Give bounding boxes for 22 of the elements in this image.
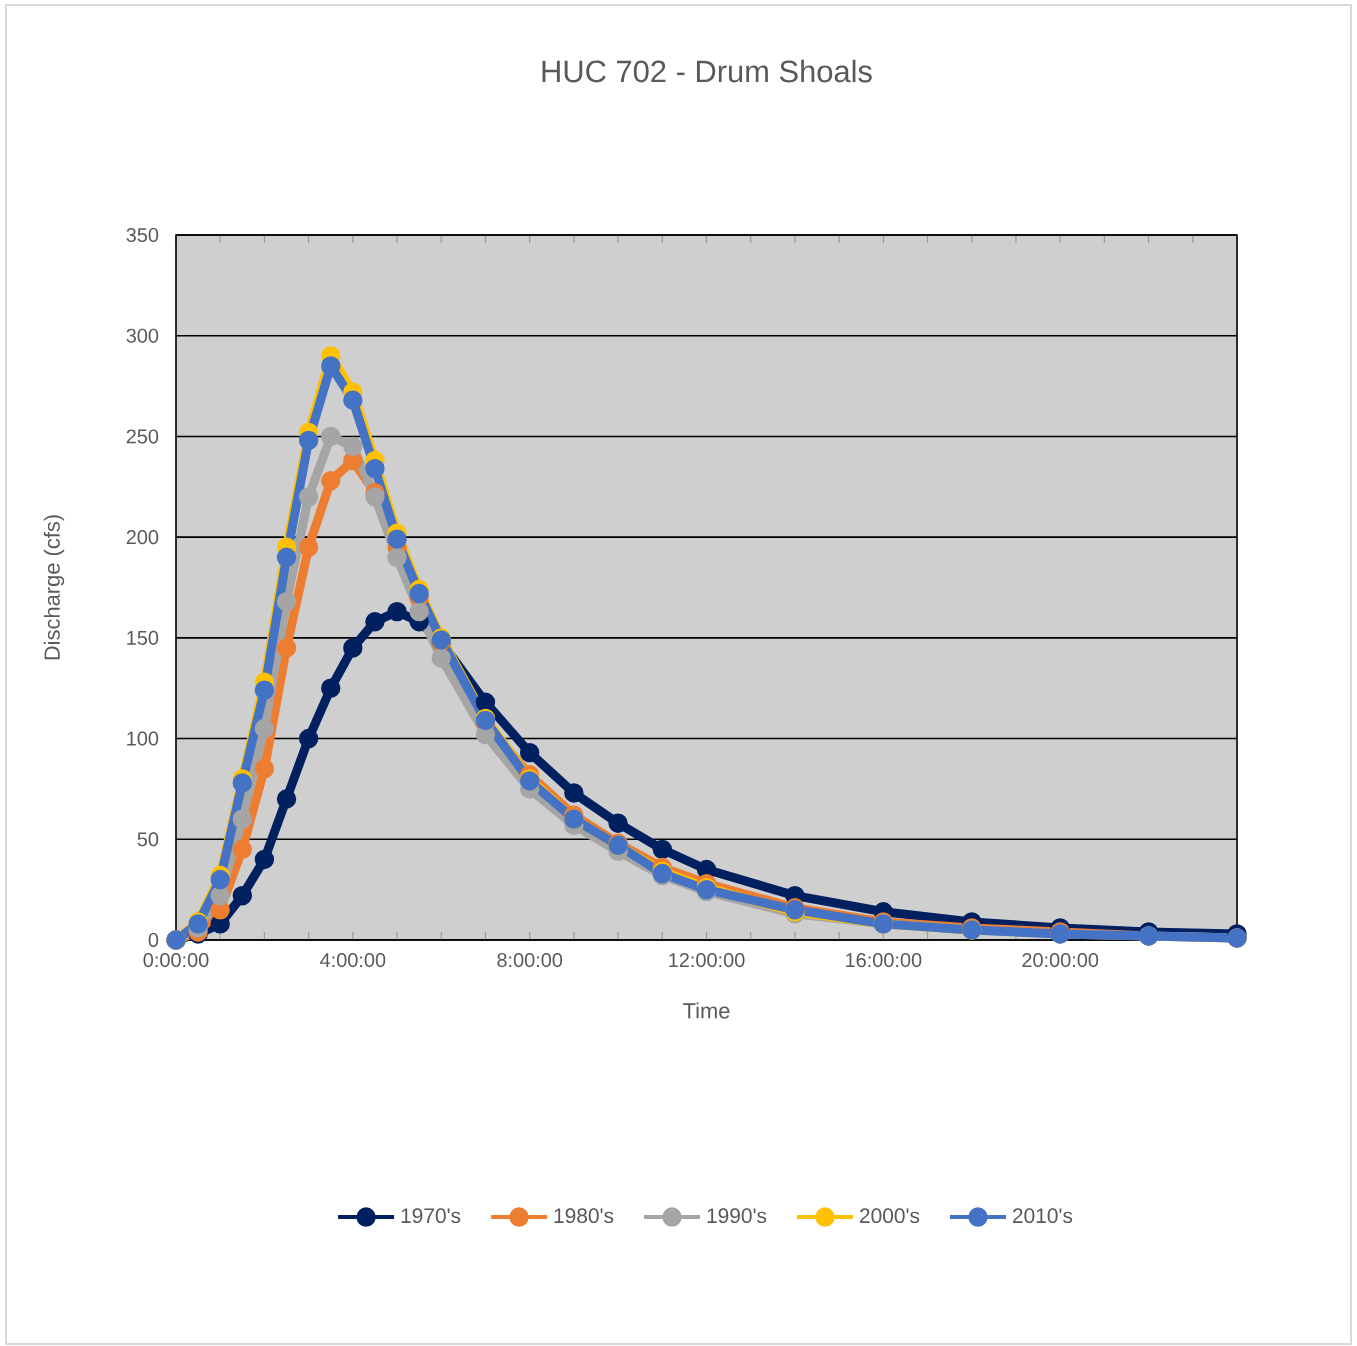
x-tick-label: 16:00:00 xyxy=(846,953,922,968)
x-axis-title: Time xyxy=(683,1002,730,1019)
legend-label: 2010's xyxy=(1013,1208,1073,1224)
y-tick-label: 100 xyxy=(127,731,159,746)
y-tick-label: 0 xyxy=(148,932,159,948)
y-tick-label: 250 xyxy=(126,429,159,444)
x-tick-label: 12:00:00 xyxy=(669,953,745,968)
legend-label: 1980's xyxy=(554,1208,614,1224)
y-tick-label: 350 xyxy=(126,227,159,243)
legend-label: 2000's xyxy=(860,1208,920,1224)
y-tick-label: 50 xyxy=(137,832,159,847)
y-tick-label: 150 xyxy=(127,630,159,645)
x-tick-label: 0:00:00 xyxy=(143,953,209,968)
legend-label: 1970's xyxy=(401,1208,461,1224)
x-tick-label: 8:00:00 xyxy=(497,953,563,968)
x-tick-label: 4:00:00 xyxy=(320,953,386,968)
y-axis-title: Discharge (cfs) xyxy=(43,515,65,660)
y-tick-label: 200 xyxy=(126,530,159,545)
y-tick-label: 300 xyxy=(126,328,159,343)
legend-label: 1990's xyxy=(707,1208,767,1224)
chart-title: HUC 702 - Drum Shoals xyxy=(542,59,872,83)
x-tick-label: 20:00:00 xyxy=(1022,953,1099,968)
